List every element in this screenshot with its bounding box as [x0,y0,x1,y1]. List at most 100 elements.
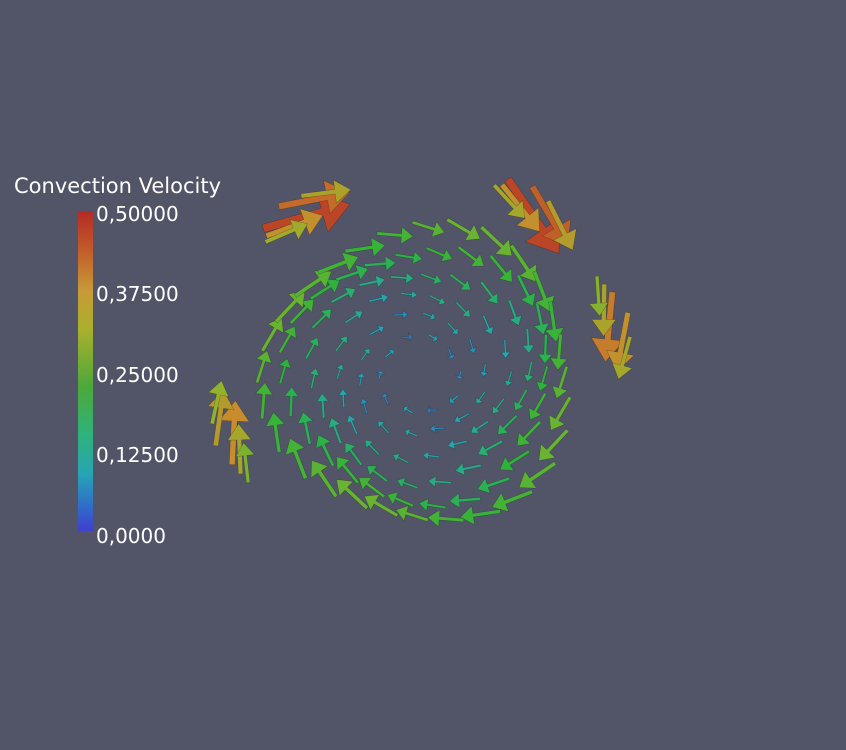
velocity-arrow-glyph [386,491,415,508]
velocity-arrow-glyph [509,243,537,283]
velocity-arrow-glyph [334,335,348,353]
velocity-arrow-glyph [447,439,468,450]
velocity-arrow-glyph [422,311,436,321]
velocity-arrow-glyph [315,434,335,467]
velocity-arrow-glyph [265,411,286,453]
velocity-arrow-glyph [396,477,419,490]
velocity-arrow-glyph [591,283,617,337]
velocity-arrow-glyph [492,183,526,219]
velocity-arrow-glyph [497,414,518,435]
velocity-arrow-glyph [392,310,408,320]
velocity-arrow-glyph [394,250,423,265]
velocity-arrow-glyph [226,423,252,475]
velocity-arrow-glyph [336,456,360,485]
velocity-arrow-glyph [255,350,272,384]
velocity-arrow-glyph [297,411,314,445]
velocity-arrow-glyph [260,317,284,353]
velocity-arrow-glyph [264,219,309,245]
velocity-arrow-glyph [304,337,320,360]
velocity-arrow-glyph [428,294,446,305]
velocity-arrow-glyph [426,405,438,416]
velocity-arrow-glyph [358,477,386,499]
velocity-arrow-glyph [429,423,445,434]
velocity-arrow-glyph [446,347,456,360]
velocity-arrow-glyph [327,417,343,445]
velocity-arrow-glyph [278,358,292,385]
velocity-arrow-glyph [366,465,389,483]
velocity-arrow-glyph [468,337,477,354]
color-legend-bar [78,211,93,531]
velocity-arrow-glyph [459,505,501,526]
velocity-arrow-glyph [500,339,511,359]
velocity-arrow-glyph [477,439,504,457]
velocity-arrow-glyph [335,363,345,380]
color-legend-title: Convection Velocity [14,174,221,198]
velocity-arrow-glyph [492,397,506,415]
velocity-arrow-glyph [522,328,535,354]
velocity-arrow-glyph [445,217,481,241]
velocity-arrow-glyph [363,494,399,518]
velocity-arrow-glyph [537,334,553,365]
velocity-arrow-glyph [285,437,308,480]
velocity-arrow-glyph [335,264,369,282]
velocity-arrow-glyph [358,274,386,289]
velocity-arrow-glyph [309,278,341,301]
velocity-arrow-glyph [364,255,397,272]
velocity-arrow-glyph [395,505,429,522]
velocity-arrow-glyph [425,246,453,262]
velocity-arrow-glyph [518,461,557,489]
velocity-arrow-glyph [235,442,255,484]
legend-tick-label: 0,0000 [96,524,166,548]
velocity-arrow-glyph [455,301,471,318]
velocity-arrow-glyph [359,398,369,415]
velocity-arrow-glyph [488,254,513,283]
velocity-arrow-glyph [344,310,363,324]
velocity-arrow-glyph [449,394,460,404]
velocity-arrow-glyph [523,360,535,383]
velocity-arrow-glyph [338,388,349,408]
legend-tick-label: 0,12500 [96,443,179,467]
velocity-arrow-glyph [427,333,438,343]
velocity-arrow-glyph [479,363,489,377]
velocity-arrow-glyph [404,428,418,438]
velocity-arrow-glyph [344,237,386,258]
velocity-arrow-glyph [380,393,390,405]
velocity-arrow-glyph [532,270,555,313]
velocity-arrow-glyph [403,405,414,414]
velocity-arrow-glyph [369,325,385,336]
velocity-arrow-glyph [254,382,274,420]
velocity-arrow-glyph [551,365,569,399]
velocity-arrow-glyph [346,414,359,435]
legend-tick-label: 0,50000 [96,202,179,226]
velocity-arrow-glyph [384,348,395,359]
velocity-arrow-glyph [454,370,465,380]
velocity-arrow-glyph [475,390,487,404]
velocity-arrow-glyph [377,420,390,434]
velocity-arrow-glyph [448,492,481,509]
velocity-arrow-glyph [422,451,441,461]
velocity-arrow-glyph [368,293,389,304]
velocity-arrow-glyph [317,252,359,275]
velocity-arrow-glyph [548,395,573,431]
velocity-arrow-glyph [482,314,494,335]
velocity-arrow-glyph [364,439,381,456]
velocity-arrow-glyph [504,370,513,387]
velocity-arrow-glyph [549,333,568,371]
velocity-arrow-glyph [316,392,329,419]
velocity-arrow-glyph [476,476,511,494]
velocity-arrow-glyph [376,226,414,245]
legend-tick-label: 0,37500 [96,282,179,306]
velocity-arrow-glyph [311,308,332,330]
velocity-arrow-glyph [336,479,369,510]
velocity-arrow-glyph [310,459,339,499]
velocity-arrow-glyph [392,453,410,464]
velocity-arrow-glyph [535,365,549,392]
velocity-arrow-glyph [528,392,547,421]
velocity-arrow-glyph [491,489,534,513]
velocity-arrow-glyph [499,449,531,471]
velocity-arrow-glyph [427,475,452,488]
velocity-glyph-field [207,176,635,528]
velocity-arrow-glyph [516,274,536,307]
velocity-arrow-glyph [359,348,371,362]
